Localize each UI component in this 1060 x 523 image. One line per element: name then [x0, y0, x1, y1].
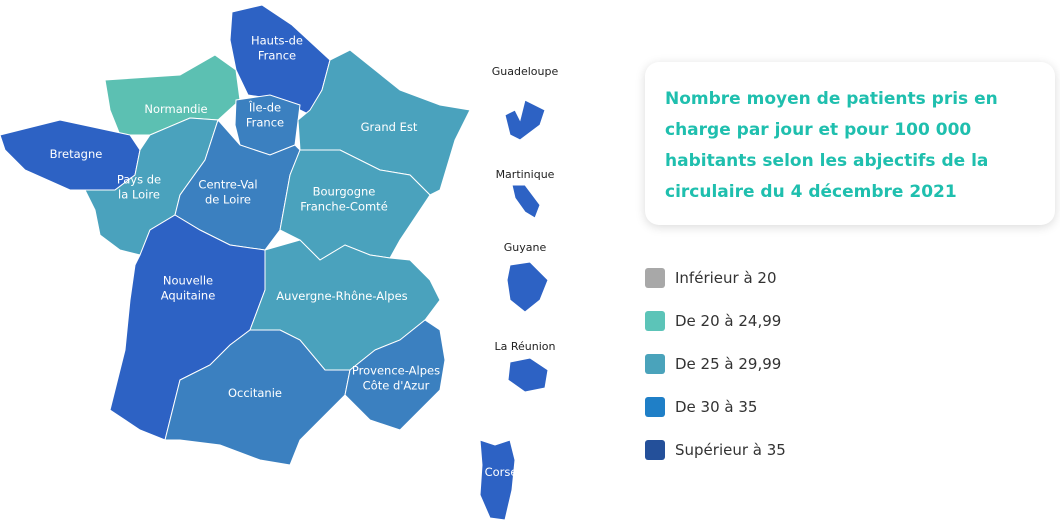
region	[344, 319, 446, 431]
region-label-line: Franche-Comté	[300, 200, 388, 214]
title-card: Nombre moyen de patients pris en charge …	[645, 62, 1055, 225]
region-label-line: Centre-Val	[198, 178, 257, 192]
region-label-line: Côte d'Azur	[363, 379, 430, 393]
region-label-line: Provence-Alpes	[352, 364, 440, 378]
overseas-label: La Réunion	[495, 340, 556, 353]
region-label-line: Normandie	[144, 102, 207, 116]
region-label-line: Hauts-de	[251, 34, 303, 48]
region-label: Occitanie	[228, 386, 282, 400]
legend-swatch	[645, 311, 665, 331]
legend-swatch	[645, 268, 665, 288]
region	[164, 329, 351, 466]
region-label: Corse	[485, 465, 518, 479]
region-label: Grand Est	[361, 120, 418, 134]
legend-label: Inférieur à 20	[675, 269, 777, 287]
region-label-line: Pays de	[117, 173, 161, 187]
region	[479, 439, 516, 521]
legend: Inférieur à 20 De 20 à 24,99 De 25 à 29,99…	[645, 268, 786, 483]
overseas-label: Guadeloupe	[492, 65, 559, 78]
region-label-line: Île-de	[248, 100, 281, 115]
legend-label: De 30 à 35	[675, 398, 758, 416]
overseas-region	[511, 184, 541, 219]
legend-label: De 20 à 24,99	[675, 312, 782, 330]
region-label-line: Corse	[485, 465, 518, 479]
legend-item: De 20 à 24,99	[645, 311, 786, 331]
legend-item: Inférieur à 20	[645, 268, 786, 288]
region-label-line: Nouvelle	[163, 274, 213, 288]
region-label-line: France	[246, 116, 284, 130]
overseas-region	[506, 261, 549, 313]
overseas-label: Martinique	[496, 168, 555, 181]
legend-item: De 30 à 35	[645, 397, 786, 417]
legend-item: Supérieur à 35	[645, 440, 786, 460]
region-label: Île-de France	[246, 100, 284, 130]
legend-item: De 25 à 29,99	[645, 354, 786, 374]
region-label-line: Grand Est	[361, 120, 418, 134]
legend-label: De 25 à 29,99	[675, 355, 782, 373]
overseas-region	[507, 357, 549, 393]
region-label-line: Aquitaine	[161, 289, 216, 303]
legend-swatch	[645, 397, 665, 417]
region-label: Bourgogne Franche-Comté	[300, 185, 388, 214]
legend-swatch	[645, 440, 665, 460]
region-label: Centre-Val de Loire	[198, 178, 257, 207]
region-label-line: Auvergne-Rhône-Alpes	[276, 289, 407, 303]
region-label: Bretagne	[50, 147, 103, 161]
region-label: Auvergne-Rhône-Alpes	[276, 289, 407, 303]
region-label-line: Occitanie	[228, 386, 282, 400]
legend-swatch	[645, 354, 665, 374]
region-label-line: France	[258, 49, 296, 63]
title: Nombre moyen de patients pris en charge …	[665, 89, 998, 202]
region-label: Normandie	[144, 102, 207, 116]
region-label-line: Bourgogne	[313, 185, 376, 199]
region-label: Provence-Alpes Côte d'Azur	[352, 364, 440, 393]
overseas-label: Guyane	[504, 241, 547, 254]
region-label: Nouvelle Aquitaine	[161, 274, 216, 303]
region-label-line: de Loire	[205, 193, 251, 207]
region	[174, 119, 301, 251]
region-label: Hauts-de France	[251, 34, 303, 63]
overseas-region	[504, 99, 546, 141]
region-label-line: Bretagne	[50, 147, 103, 161]
region-label-line: la Loire	[118, 188, 160, 202]
legend-label: Supérieur à 35	[675, 441, 786, 459]
region-label: Pays de la Loire	[117, 173, 161, 202]
